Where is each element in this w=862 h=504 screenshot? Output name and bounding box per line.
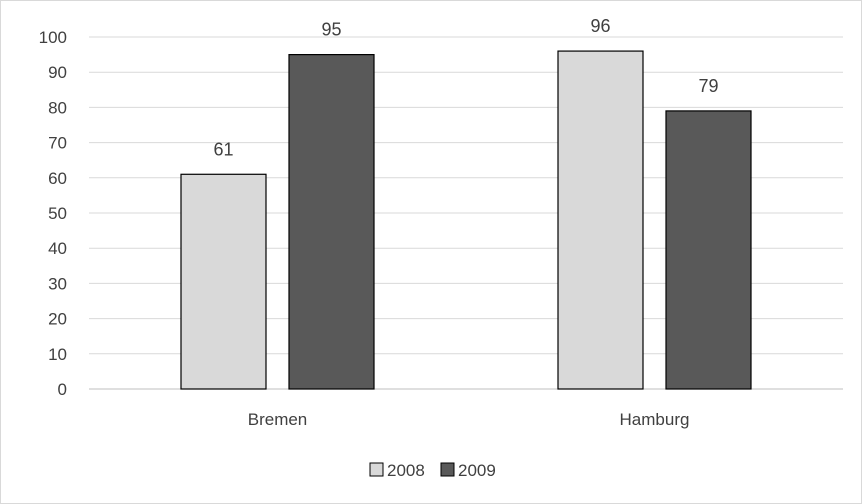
y-tick-label: 50: [48, 204, 67, 223]
y-axis-tick-labels: 0 10 20 30 40 50 60 70 80 90 100: [39, 28, 67, 399]
x-axis-category-labels: Bremen Hamburg: [248, 410, 690, 429]
bar-2008-bremen: [180, 173, 267, 390]
legend-label: 2008: [387, 461, 425, 480]
y-tick-label: 100: [39, 28, 67, 47]
y-tick-label: 80: [48, 98, 67, 117]
legend: 2008 2009: [369, 461, 496, 480]
x-category-label: Hamburg: [620, 410, 690, 429]
data-label: 95: [321, 20, 341, 40]
y-tick-label: 70: [48, 134, 67, 153]
x-category-label: Bremen: [248, 410, 308, 429]
legend-swatch-2009: [440, 462, 455, 477]
y-tick-label: 60: [48, 169, 67, 188]
data-label: 96: [590, 16, 610, 36]
y-tick-label: 20: [48, 310, 67, 329]
data-label: 79: [698, 76, 718, 96]
data-labels: 61 95 96 79: [213, 16, 718, 159]
legend-swatch-2008: [369, 462, 384, 477]
data-label: 61: [213, 139, 233, 159]
bars: [180, 50, 752, 390]
legend-label: 2009: [458, 461, 496, 480]
bar-2009-hamburg: [665, 110, 752, 390]
bar-2009-bremen: [288, 53, 375, 390]
y-tick-label: 0: [58, 380, 67, 399]
bar-2008-hamburg: [557, 50, 644, 390]
y-tick-label: 40: [48, 239, 67, 258]
y-tick-label: 10: [48, 345, 67, 364]
y-tick-label: 90: [48, 63, 67, 82]
y-tick-label: 30: [48, 274, 67, 293]
